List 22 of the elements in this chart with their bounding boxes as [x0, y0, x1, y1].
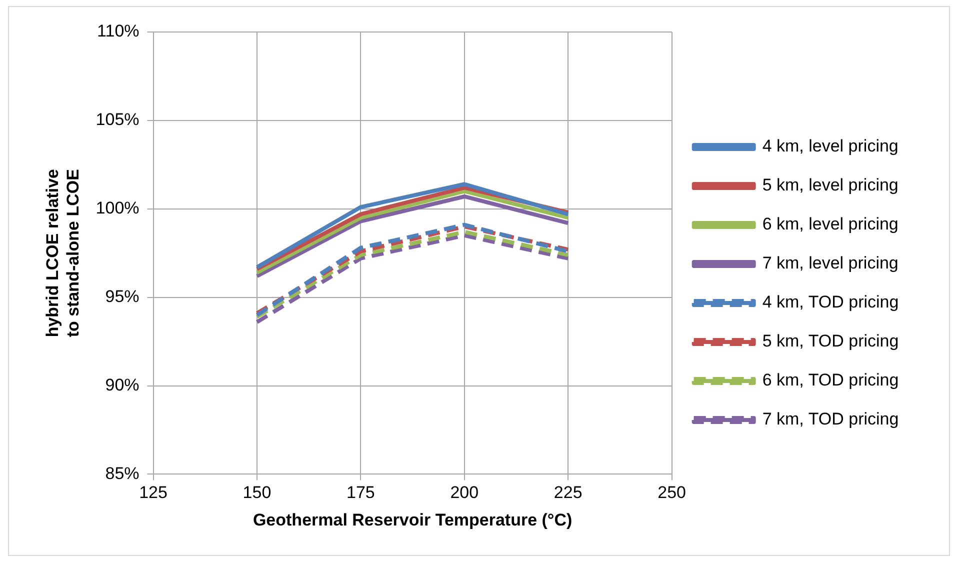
legend-label: 6 km, level pricing: [762, 214, 898, 234]
legend-label: 7 km, TOD pricing: [762, 410, 899, 429]
x-tick-label: 150: [242, 483, 272, 502]
y-axis-title: hybrid LCOE relative to stand-alone LCOE: [42, 169, 82, 338]
x-tick-label: 175: [346, 483, 375, 502]
legend-label: 4 km, level pricing: [762, 136, 898, 156]
y-tick-label: 105%: [96, 110, 140, 130]
x-tick-label: 225: [554, 483, 582, 502]
x-tick-label: 250: [658, 483, 686, 502]
y-tick-label: 90%: [105, 375, 140, 394]
legend-label: 5 km, TOD pricing: [762, 332, 899, 351]
y-tick-label: 95%: [105, 287, 140, 306]
legend-label: 6 km, TOD pricing: [762, 370, 899, 390]
x-axis-title: Geothermal Reservoir Temperature (°C): [252, 510, 572, 530]
x-tick-label: 200: [450, 483, 479, 502]
y-tick-label: 85%: [105, 464, 140, 483]
y-tick-label: 100%: [96, 198, 140, 218]
legend-label: 7 km, level pricing: [762, 254, 898, 273]
x-tick-label: 125: [139, 483, 168, 502]
y-tick-label: 110%: [97, 22, 140, 41]
legend-label: 5 km, level pricing: [762, 176, 898, 195]
legend-label: 4 km, TOD pricing: [762, 292, 899, 312]
